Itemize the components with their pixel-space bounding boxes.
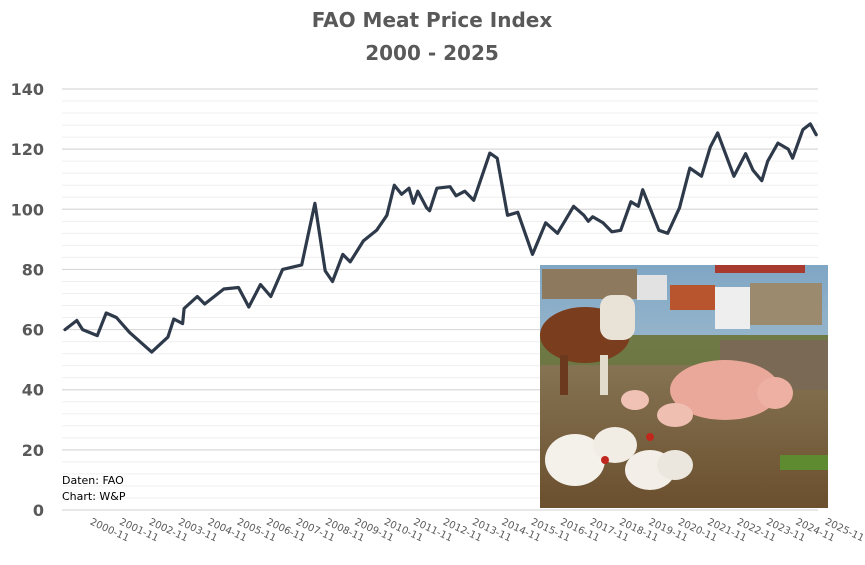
y-axis: 0 20 40 60 80 100 120 140 (11, 80, 44, 520)
chart-subtitle: 2000 - 2025 (365, 41, 499, 65)
series-line-meat-price-index (63, 122, 818, 354)
y-tick-label: 120 (11, 140, 44, 159)
source-annotation: Daten: FAO (62, 474, 124, 487)
chart-title: FAO Meat Price Index (312, 8, 553, 32)
farm-photo (540, 265, 828, 508)
y-tick-label: 0 (33, 501, 44, 520)
chart-credit-annotation: Chart: W&P (62, 490, 126, 503)
y-tick-label: 80 (22, 260, 44, 279)
y-tick-label: 40 (22, 381, 44, 400)
y-tick-label: 140 (11, 80, 44, 99)
y-tick-label: 100 (11, 200, 44, 219)
y-tick-label: 60 (22, 321, 44, 340)
y-tick-label: 20 (22, 441, 44, 460)
x-axis: 2000-112001-112002-112003-112004-112005-… (88, 517, 865, 545)
